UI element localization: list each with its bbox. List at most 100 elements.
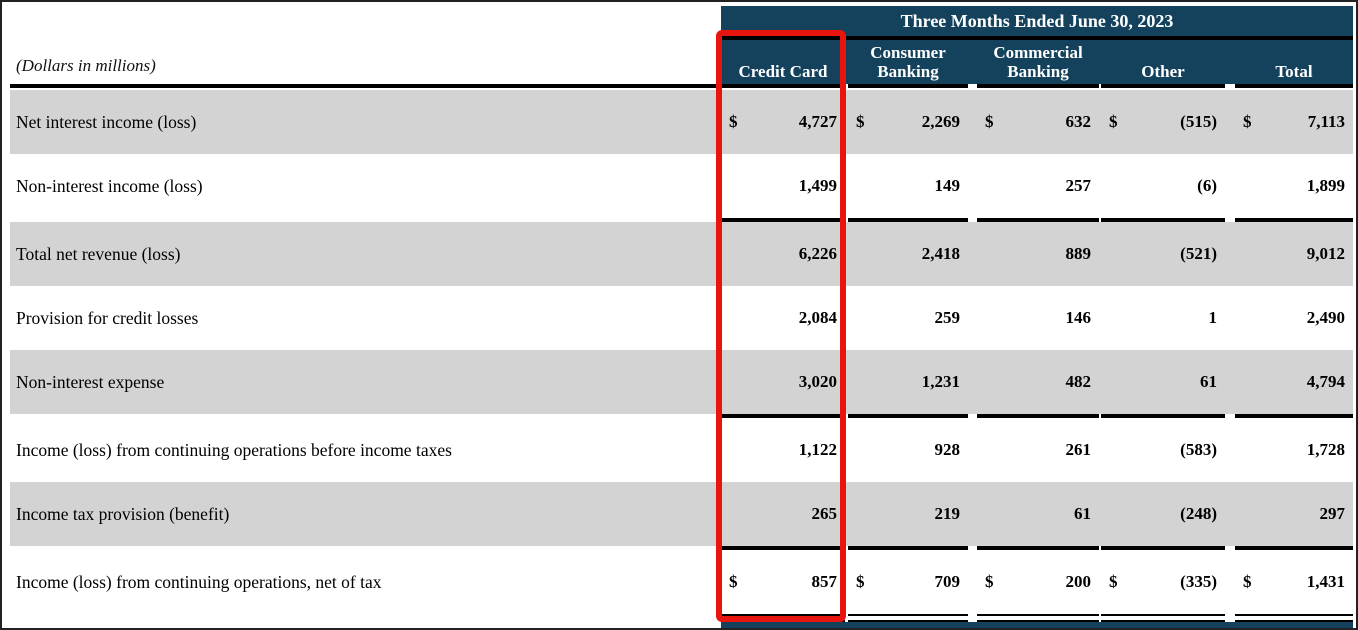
cell-value: 61 [1200, 372, 1217, 391]
row-label: Total net revenue (loss) [16, 243, 181, 264]
double-rule-segment [1101, 614, 1225, 622]
table-cell: 1 [1101, 286, 1225, 350]
dollar-sign: $ [1109, 112, 1118, 131]
table-cell: 482 [977, 350, 1099, 414]
table-cell: 928 [848, 418, 968, 482]
dollar-sign: $ [729, 112, 738, 131]
table-cell: 889 [977, 222, 1099, 286]
table-cell: 257 [977, 154, 1099, 218]
dollar-sign: $ [856, 112, 865, 131]
table-cell: $ (515) [1101, 90, 1225, 154]
table-cell: $7,113 [1235, 90, 1353, 154]
table-cell: 219 [848, 482, 968, 546]
period-header: Three Months Ended June 30, 2023 [721, 6, 1353, 36]
dollar-sign: $ [985, 572, 994, 591]
double-rule-segment [721, 614, 845, 622]
table-cell: 9,012 [1235, 222, 1353, 286]
cell-value: (6) [1197, 176, 1217, 195]
row-label: Income (loss) from continuing operations… [16, 439, 452, 460]
table-cell: 4,794 [1235, 350, 1353, 414]
rule-segment [721, 218, 845, 222]
dollar-sign: $ [1109, 572, 1118, 591]
cell-value: 149 [934, 176, 961, 195]
column-underline [721, 84, 845, 88]
cell-value: 1,899 [1306, 176, 1345, 195]
rule-segment [721, 414, 845, 418]
cell-value: (248) [1180, 504, 1217, 523]
cell-value: 265 [811, 504, 838, 523]
cell-value: 1,122 [798, 440, 837, 459]
table-row: Income (loss) from continuing operations… [10, 418, 1353, 482]
rule-segment [977, 218, 1099, 222]
double-rule-segment [1235, 614, 1353, 622]
rule-segment [1101, 218, 1225, 222]
column-header-band [721, 40, 1353, 84]
table-row: Total net revenue (loss) 6,226 2,418 889… [10, 222, 1353, 286]
row-label: Non-interest expense [16, 371, 165, 392]
table-cell: 61 [977, 482, 1099, 546]
column-header-commercial-banking: Commercial Banking [993, 42, 1083, 81]
table-cell: $2,269 [848, 90, 968, 154]
rule-segment [1101, 546, 1225, 550]
row-label: Income (loss) from continuing operations… [16, 571, 382, 592]
dollar-sign: $ [856, 572, 865, 591]
cell-value: 4,794 [1306, 372, 1345, 391]
table-row: Net interest income (loss) $4,727 $2,269… [10, 90, 1353, 154]
cell-value: 709 [934, 572, 961, 591]
column-header-total: Total [1275, 61, 1313, 81]
table-cell: 146 [977, 286, 1099, 350]
table-cell: 149 [848, 154, 968, 218]
table-cell: (521) [1101, 222, 1225, 286]
column-header-consumer-banking: Consumer Banking [870, 42, 946, 81]
cell-value: 61 [1074, 504, 1091, 523]
table-cell: $ (335) [1101, 550, 1225, 614]
table-cell: (583) [1101, 418, 1225, 482]
table-cell: $632 [977, 90, 1099, 154]
table-cell: 259 [848, 286, 968, 350]
cell-value: 219 [934, 504, 961, 523]
double-rule-segment [977, 614, 1099, 622]
table-cell: 1,728 [1235, 418, 1353, 482]
subtotal-rule [10, 546, 1353, 550]
table-row: Provision for credit losses 2,084 259 14… [10, 286, 1353, 350]
table-cell: 2,490 [1235, 286, 1353, 350]
units-caption: (Dollars in millions) [16, 56, 156, 75]
table-cell: 3,020 [721, 350, 845, 414]
table-cell: 1,899 [1235, 154, 1353, 218]
segment-results-table: Three Months Ended June 30, 2023 Credit … [10, 4, 1353, 628]
row-label: Income tax provision (benefit) [16, 503, 230, 524]
rule-segment [721, 546, 845, 550]
row-label: Provision for credit losses [16, 307, 199, 328]
cell-value: 9,012 [1306, 244, 1345, 263]
cell-value: 2,490 [1306, 308, 1345, 327]
column-header-other: Other [1141, 61, 1185, 81]
cell-value: 297 [1319, 504, 1346, 523]
rule-segment [848, 546, 968, 550]
cell-value: 200 [1065, 572, 1092, 591]
row-label: Net interest income (loss) [16, 111, 197, 132]
table-cell: 297 [1235, 482, 1353, 546]
table-cell: 6,226 [721, 222, 845, 286]
table-cell: 1,499 [721, 154, 845, 218]
label-column-top-rule [10, 84, 721, 88]
table-cell: (248) [1101, 482, 1225, 546]
cell-value: (515) [1180, 112, 1217, 131]
cell-value: 146 [1065, 308, 1092, 327]
table-row: Income (loss) from continuing operations… [10, 550, 1353, 614]
cell-value: (335) [1180, 572, 1217, 591]
cell-value: 857 [811, 572, 838, 591]
subtotal-rule [10, 414, 1353, 418]
cell-value: 482 [1065, 372, 1092, 391]
rule-segment [848, 218, 968, 222]
dollar-sign: $ [1243, 112, 1252, 131]
table-cell: 1,122 [721, 418, 845, 482]
cell-value: 928 [934, 440, 961, 459]
cell-value: 7,113 [1307, 112, 1345, 131]
column-underline [848, 84, 968, 88]
subtotal-rule [10, 218, 1353, 222]
rule-segment [1101, 414, 1225, 418]
rule-segment [1235, 218, 1353, 222]
header-divider-rule [721, 36, 1353, 40]
table-cell: 2,084 [721, 286, 845, 350]
